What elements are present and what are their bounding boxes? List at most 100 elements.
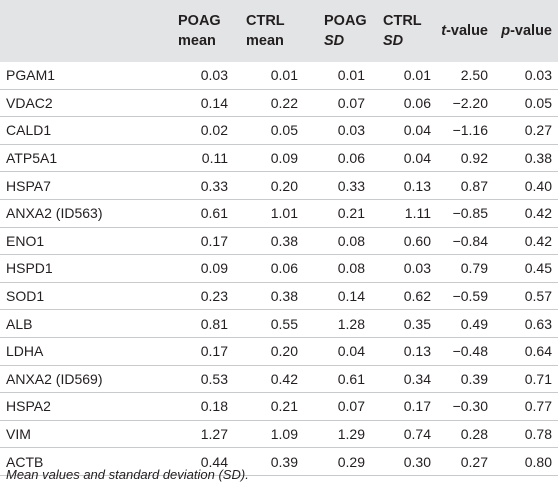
- cell-ctrl-sd: 0.13: [377, 336, 437, 366]
- cell-poag-sd: 0.08: [310, 226, 377, 255]
- table-row: HSPA7 0.33 0.20 0.33 0.13 0.87 0.40: [0, 171, 558, 200]
- table-row: ATP5A1 0.11 0.09 0.06 0.04 0.92 0.38: [0, 143, 558, 172]
- cell-poag-sd: 0.06: [310, 143, 377, 172]
- cell-gene: ACTB: [0, 447, 174, 476]
- cell-poag-sd: 0.08: [310, 254, 377, 283]
- cell-poag-sd: 0.33: [310, 171, 377, 200]
- cell-poag-mean: 0.18: [174, 392, 236, 421]
- table-row: CALD1 0.02 0.05 0.03 0.04 −1.16 0.27: [0, 116, 558, 145]
- table-row: ANXA2 (ID569) 0.53 0.42 0.61 0.34 0.39 0.71: [0, 364, 558, 393]
- cell-ctrl-mean: 0.38: [236, 281, 310, 310]
- cell-ctrl-mean: 0.09: [236, 143, 310, 172]
- data-table-container: POAG mean CTRL mean POAG SD CTRL SD t-value …: [0, 0, 558, 476]
- cell-t-value: 0.92: [437, 143, 500, 172]
- table-row: LDHA 0.17 0.20 0.04 0.13 −0.48 0.64: [0, 336, 558, 366]
- cell-poag-sd: 0.07: [310, 392, 377, 421]
- table-row: VDAC2 0.14 0.22 0.07 0.06 −2.20 0.05: [0, 88, 558, 117]
- cell-ctrl-mean: 0.21: [236, 392, 310, 421]
- cell-p-value: 0.05: [500, 88, 558, 117]
- header-poag_mean-line0-part0: POAG: [178, 13, 221, 29]
- cell-ctrl-mean: 0.01: [270, 67, 298, 84]
- cell-poag-sd: 0.01: [337, 67, 365, 84]
- cell-t-value: −1.16: [437, 116, 500, 145]
- cell-ctrl-sd: 0.03: [377, 254, 437, 283]
- cell-gene: VIM: [0, 419, 174, 448]
- table-row: VIM 1.27 1.09 1.29 0.74 0.28 0.78: [0, 419, 558, 448]
- table-row: SOD1 0.23 0.38 0.14 0.62 −0.59 0.57: [0, 281, 558, 310]
- cell-ctrl-sd: 0.60: [377, 226, 437, 255]
- table-row: ACTB 0.44 0.39 0.29 0.30 0.27 0.80: [0, 447, 558, 476]
- cell-ctrl-mean: 1.01: [236, 198, 310, 228]
- header-poag-mean: POAG mean: [174, 0, 236, 62]
- cell-ctrl-mean: 0.20: [236, 171, 310, 200]
- cell-t-value: −0.30: [437, 392, 500, 421]
- cell-t-value: 0.49: [437, 309, 500, 338]
- cell-poag-mean: 0.33: [174, 171, 236, 200]
- header-ctrl_mean-line0-part0: CTRL: [246, 13, 285, 29]
- cell-p-value: 0.27: [500, 116, 558, 145]
- cell-p-value: 0.57: [500, 281, 558, 310]
- cell-poag-sd: 1.29: [310, 419, 377, 448]
- cell-ctrl-sd: 0.06: [377, 88, 437, 117]
- cell-poag-mean: 0.61: [174, 198, 236, 228]
- cell-poag-mean: 0.23: [174, 281, 236, 310]
- cell-ctrl-mean: 0.42: [236, 364, 310, 393]
- cell-gene: ANXA2 (ID569): [0, 364, 174, 393]
- cell-poag-mean: 0.09: [174, 254, 236, 283]
- table-body: PGAM1 0.03 0.01 0.01 0.01 2.50 0.03 VDAC2 0.14 0.…: [0, 62, 558, 476]
- table-row: HSPD1 0.09 0.06 0.08 0.03 0.79 0.45: [0, 254, 558, 283]
- cell-t-value: 2.50: [460, 67, 488, 84]
- header-gene: [0, 0, 174, 62]
- expression-table: POAG mean CTRL mean POAG SD CTRL SD t-value …: [0, 0, 558, 476]
- cell-poag-mean: 0.44: [174, 447, 236, 476]
- cell-t-value: −0.85: [437, 198, 500, 228]
- cell-t-value: 0.87: [437, 171, 500, 200]
- cell-poag-sd: 0.21: [310, 198, 377, 228]
- cell-p-value: 0.40: [500, 171, 558, 200]
- cell-p-value: 0.64: [500, 336, 558, 366]
- cell-ctrl-sd: 0.30: [377, 447, 437, 476]
- cell-poag-mean: 0.53: [174, 364, 236, 393]
- cell-gene: PGAM1: [6, 67, 56, 84]
- cell-poag-sd: 0.14: [310, 281, 377, 310]
- cell-ctrl-sd: 0.74: [377, 419, 437, 448]
- cell-t-value: 0.39: [437, 364, 500, 393]
- header-poag_mean-line1-part0: mean: [178, 33, 216, 49]
- cell-poag-mean: 0.17: [174, 226, 236, 255]
- cell-ctrl-sd: 1.11: [377, 198, 437, 228]
- cell-poag-sd: 1.28: [310, 309, 377, 338]
- cell-ctrl-mean: 0.05: [236, 116, 310, 145]
- cell-gene: CALD1: [0, 116, 174, 145]
- cell-ctrl-mean: 1.09: [236, 419, 310, 448]
- cell-ctrl-sd: 0.34: [377, 364, 437, 393]
- table-row: ALB 0.81 0.55 1.28 0.35 0.49 0.63: [0, 309, 558, 338]
- table-row: HSPA2 0.18 0.21 0.07 0.17 −0.30 0.77: [0, 392, 558, 421]
- cell-gene: HSPD1: [0, 254, 174, 283]
- cell-ctrl-mean: 0.55: [236, 309, 310, 338]
- cell-p-value: 0.45: [500, 254, 558, 283]
- header-poag_sd-line0-part0: POAG: [324, 13, 367, 29]
- cell-gene: LDHA: [0, 336, 174, 366]
- cell-ctrl-sd: 0.35: [377, 309, 437, 338]
- cell-poag-sd: 0.07: [310, 88, 377, 117]
- cell-ctrl-sd: 0.13: [377, 171, 437, 200]
- cell-poag-mean: 0.02: [174, 116, 236, 145]
- cell-p-value: 0.63: [500, 309, 558, 338]
- cell-poag-sd: 0.61: [310, 364, 377, 393]
- table-row: ANXA2 (ID563) 0.61 1.01 0.21 1.11 −0.85 0.42: [0, 198, 558, 228]
- cell-gene: VDAC2: [0, 88, 174, 117]
- cell-gene: SOD1: [0, 281, 174, 310]
- header-t-value: t-value: [437, 0, 500, 62]
- cell-p-value: 0.80: [500, 447, 558, 476]
- cell-poag-mean: 1.27: [174, 419, 236, 448]
- cell-poag-mean: 0.14: [174, 88, 236, 117]
- cell-gene: ANXA2 (ID563): [0, 198, 174, 228]
- table-row: PGAM1 0.03 0.01 0.01 0.01 2.50 0.03: [0, 62, 558, 89]
- table-row: ENO1 0.17 0.38 0.08 0.60 −0.84 0.42: [0, 226, 558, 255]
- header-ctrl_sd-line0-part0: CTRL: [383, 13, 422, 29]
- cell-p-value: 0.42: [500, 198, 558, 228]
- cell-t-value: 0.79: [437, 254, 500, 283]
- header-p_value-line0-part0: p: [501, 23, 511, 39]
- cell-poag-mean: 0.11: [174, 143, 236, 172]
- cell-ctrl-mean: 0.20: [236, 336, 310, 366]
